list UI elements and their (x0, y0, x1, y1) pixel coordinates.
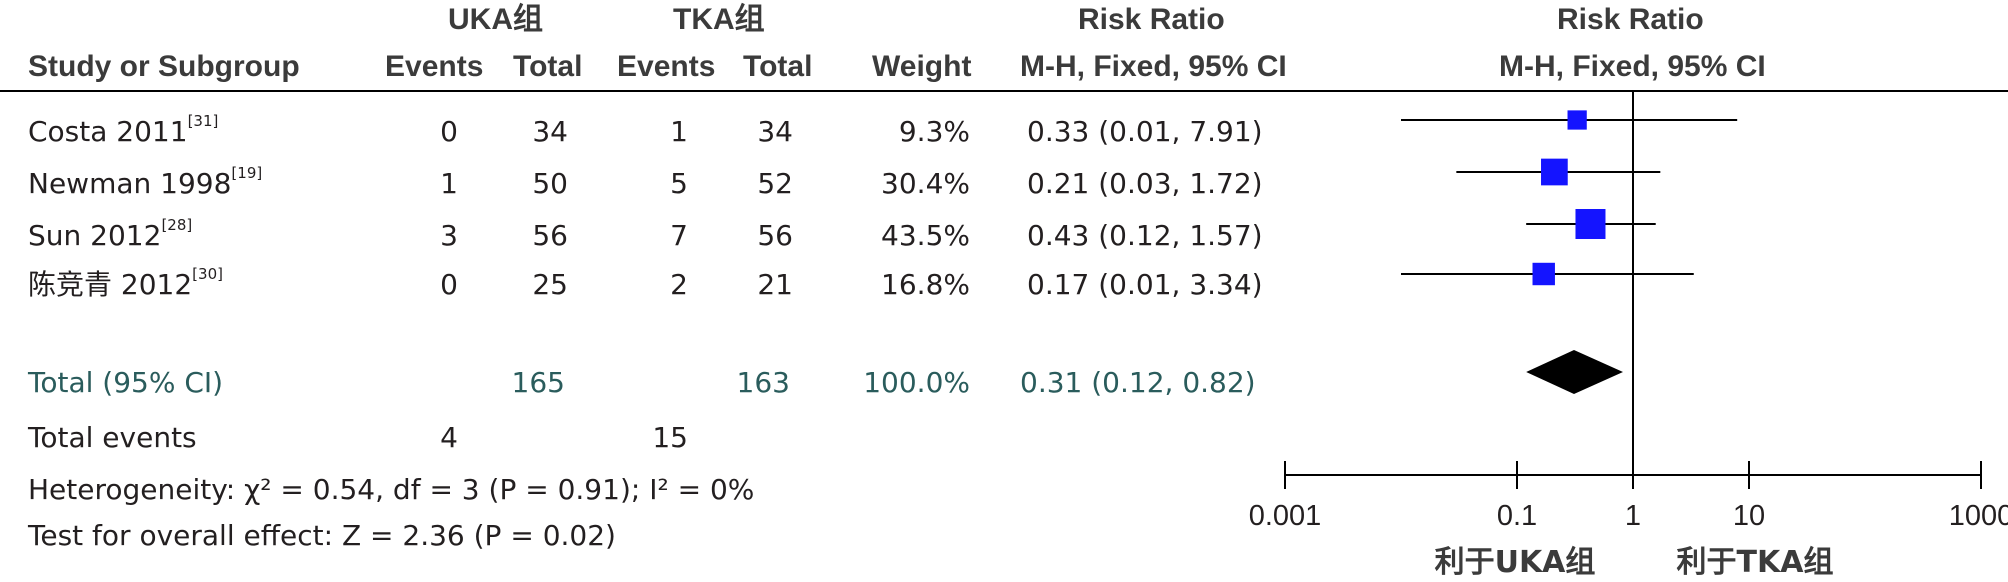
favours-left-label: 利于UKA组 (1435, 545, 1596, 580)
total-events2: 15 (652, 421, 688, 454)
events2-cell: 5 (670, 167, 688, 200)
weight-cell: 30.4% (881, 167, 970, 200)
risk-ratio-title-left: Risk Ratio (1078, 3, 1225, 36)
total2-cell: 34 (757, 115, 793, 148)
pooled-estimate-diamond (1526, 350, 1624, 394)
events1-cell: 3 (440, 219, 458, 252)
heterogeneity-stat: Heterogeneity: χ² = 0.54, df = 3 (P = 0.… (28, 473, 755, 506)
x-tick-label: 10 (1733, 500, 1765, 532)
total-rr-ci: 0.31 (0.12, 0.82) (1020, 366, 1256, 399)
total1-cell: 56 (532, 219, 568, 252)
rr-method-header-left: M-H, Fixed, 95% CI (1020, 50, 1287, 83)
total1-cell: 50 (532, 167, 568, 200)
total2-sum: 163 (736, 366, 790, 399)
x-tick-label: 0.001 (1249, 500, 1322, 532)
total2-cell: 56 (757, 219, 793, 252)
study-name: Newman 1998[19] (28, 164, 263, 200)
risk-ratio-title-right: Risk Ratio (1557, 3, 1704, 36)
rr-ci-cell: 0.21 (0.03, 1.72) (1027, 167, 1263, 200)
weight-cell: 9.3% (898, 115, 970, 148)
rr-method-header-right: M-H, Fixed, 95% CI (1499, 50, 1766, 83)
total2-header: Total (743, 50, 813, 83)
total1-sum: 165 (511, 366, 565, 399)
events2-cell: 1 (670, 115, 688, 148)
group1-header: UKA组 (448, 3, 543, 36)
total1-cell: 34 (532, 115, 568, 148)
x-tick-label: 1000 (1949, 500, 2008, 532)
study-name: Sun 2012[28] (28, 216, 193, 252)
total-weight: 100.0% (863, 366, 970, 399)
total2-cell: 21 (757, 268, 793, 301)
study-name: Costa 2011[31] (28, 112, 219, 148)
study-reference: [28] (161, 216, 193, 234)
rr-ci-cell: 0.17 (0.01, 3.34) (1027, 268, 1263, 301)
events2-header: Events (617, 50, 716, 83)
weight-header: Weight (872, 50, 972, 83)
overall-effect-test: Test for overall effect: Z = 2.36 (P = 0… (28, 519, 616, 552)
total-events1: 4 (440, 421, 458, 454)
x-tick-label: 0.1 (1497, 500, 1537, 532)
events2-cell: 2 (670, 268, 688, 301)
study-reference: [31] (187, 112, 219, 130)
study-name: 陈竞青 2012[30] (28, 265, 223, 301)
events1-cell: 0 (440, 268, 458, 301)
study-estimate-square (1541, 158, 1568, 186)
rr-ci-cell: 0.43 (0.12, 1.57) (1027, 219, 1263, 252)
x-tick-label: 1 (1625, 500, 1641, 532)
total-label: Total (95% CI) (28, 366, 224, 399)
rr-ci-cell: 0.33 (0.01, 7.91) (1027, 115, 1263, 148)
study-column-header: Study or Subgroup (28, 50, 300, 83)
study-estimate-square (1567, 110, 1587, 130)
total-events-label: Total events (28, 421, 197, 454)
total2-cell: 52 (757, 167, 793, 200)
weight-cell: 43.5% (881, 219, 970, 252)
events2-cell: 7 (670, 219, 688, 252)
events1-header: Events (385, 50, 484, 83)
group2-header: TKA组 (673, 3, 765, 36)
study-reference: [30] (192, 265, 223, 283)
total1-header: Total (513, 50, 583, 83)
study-estimate-square (1575, 209, 1606, 239)
weight-cell: 16.8% (881, 268, 970, 301)
total1-cell: 25 (532, 268, 568, 301)
study-estimate-square (1532, 262, 1555, 286)
events1-cell: 1 (440, 167, 458, 200)
favours-right-label: 利于TKA组 (1677, 545, 1834, 580)
events1-cell: 0 (440, 115, 458, 148)
study-reference: [19] (231, 164, 263, 182)
